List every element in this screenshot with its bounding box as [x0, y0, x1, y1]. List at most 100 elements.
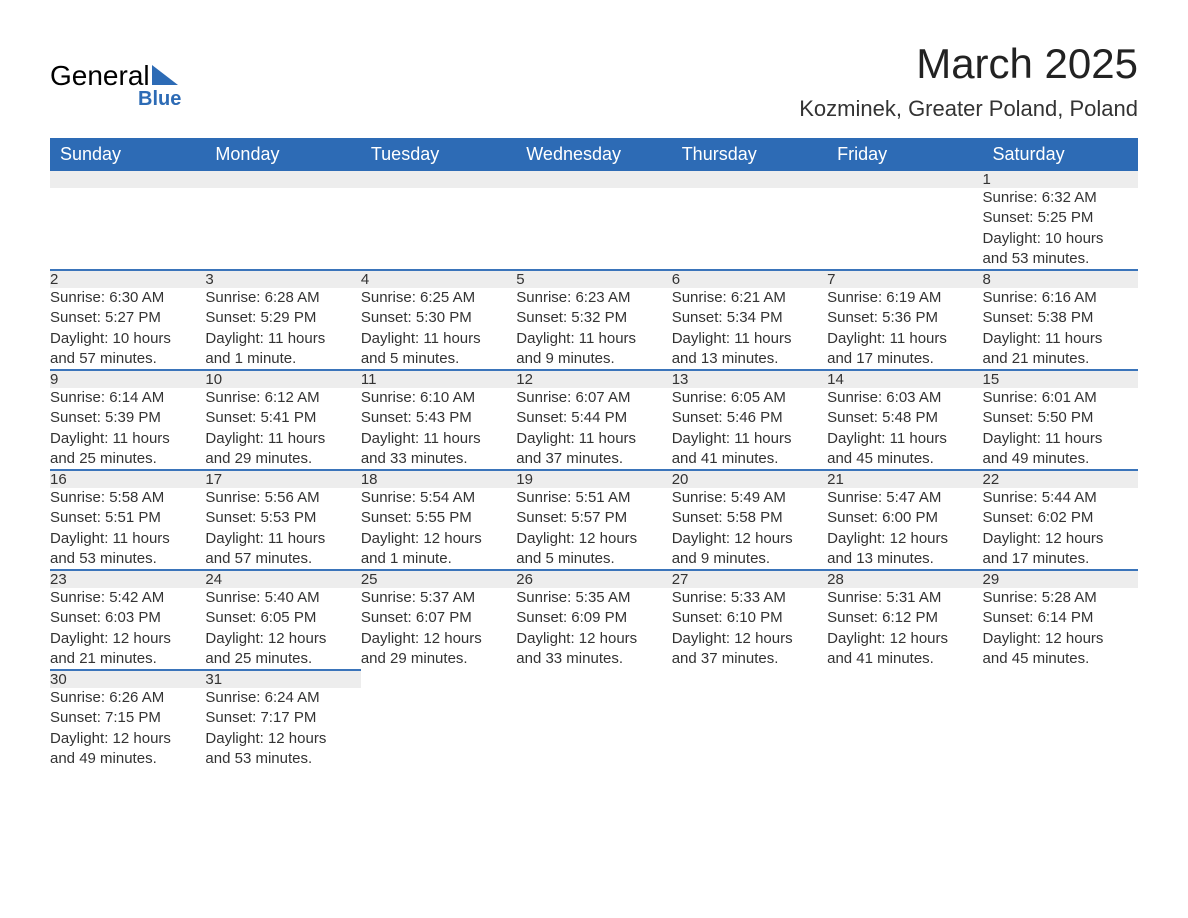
day-content-row: Sunrise: 6:14 AMSunset: 5:39 PMDaylight:…: [50, 388, 1138, 470]
sunrise-text: Sunrise: 6:23 AM: [516, 288, 671, 308]
sunset-text: Sunset: 6:07 PM: [361, 608, 516, 628]
sunset-text: Sunset: 5:29 PM: [205, 308, 360, 328]
daylight-text-2: and 49 minutes.: [983, 449, 1138, 469]
daylight-text-1: Daylight: 12 hours: [205, 629, 360, 649]
daylight-text-2: and 29 minutes.: [361, 649, 516, 669]
daylight-text-2: and 13 minutes.: [827, 549, 982, 569]
day-content-cell: Sunrise: 6:01 AMSunset: 5:50 PMDaylight:…: [983, 388, 1138, 470]
day-content-cell: Sunrise: 6:12 AMSunset: 5:41 PMDaylight:…: [205, 388, 360, 470]
day-num-row: 9101112131415: [50, 370, 1138, 388]
sunrise-text: Sunrise: 6:32 AM: [983, 188, 1138, 208]
day-number-cell: 18: [361, 470, 516, 488]
sunset-text: Sunset: 5:51 PM: [50, 508, 205, 528]
sunset-text: Sunset: 6:02 PM: [983, 508, 1138, 528]
day-content-cell: Sunrise: 6:16 AMSunset: 5:38 PMDaylight:…: [983, 288, 1138, 370]
day-content-cell: [983, 688, 1138, 769]
sunrise-text: Sunrise: 6:03 AM: [827, 388, 982, 408]
daylight-text-2: and 57 minutes.: [205, 549, 360, 569]
day-content-row: Sunrise: 5:58 AMSunset: 5:51 PMDaylight:…: [50, 488, 1138, 570]
day-content-cell: Sunrise: 6:07 AMSunset: 5:44 PMDaylight:…: [516, 388, 671, 470]
sunrise-text: Sunrise: 6:30 AM: [50, 288, 205, 308]
day-header-thursday: Thursday: [672, 138, 827, 171]
sunrise-text: Sunrise: 5:33 AM: [672, 588, 827, 608]
day-content-cell: Sunrise: 5:31 AMSunset: 6:12 PMDaylight:…: [827, 588, 982, 670]
day-number-cell: 22: [983, 470, 1138, 488]
title-block: March 2025 Kozminek, Greater Poland, Pol…: [799, 40, 1138, 128]
sunset-text: Sunset: 5:41 PM: [205, 408, 360, 428]
sunset-text: Sunset: 6:12 PM: [827, 608, 982, 628]
sunrise-text: Sunrise: 6:10 AM: [361, 388, 516, 408]
sunset-text: Sunset: 5:43 PM: [361, 408, 516, 428]
day-number-cell: 4: [361, 270, 516, 288]
day-content-cell: [205, 188, 360, 270]
day-content-cell: Sunrise: 6:19 AMSunset: 5:36 PMDaylight:…: [827, 288, 982, 370]
day-content-cell: [672, 688, 827, 769]
daylight-text-2: and 1 minute.: [361, 549, 516, 569]
day-content-row: Sunrise: 6:30 AMSunset: 5:27 PMDaylight:…: [50, 288, 1138, 370]
logo-blue-text: Blue: [138, 88, 181, 111]
daylight-text-1: Daylight: 12 hours: [50, 729, 205, 749]
day-number-cell: 17: [205, 470, 360, 488]
day-number-cell: 6: [672, 270, 827, 288]
sunrise-text: Sunrise: 5:56 AM: [205, 488, 360, 508]
sunrise-text: Sunrise: 5:31 AM: [827, 588, 982, 608]
sunset-text: Sunset: 6:00 PM: [827, 508, 982, 528]
daylight-text-1: Daylight: 11 hours: [361, 329, 516, 349]
daylight-text-1: Daylight: 12 hours: [516, 629, 671, 649]
day-header-monday: Monday: [205, 138, 360, 171]
day-content-cell: [516, 688, 671, 769]
day-content-cell: Sunrise: 5:44 AMSunset: 6:02 PMDaylight:…: [983, 488, 1138, 570]
daylight-text-2: and 21 minutes.: [983, 349, 1138, 369]
daylight-text-2: and 37 minutes.: [516, 449, 671, 469]
day-content-cell: Sunrise: 5:42 AMSunset: 6:03 PMDaylight:…: [50, 588, 205, 670]
day-number-cell: 27: [672, 570, 827, 588]
day-content-cell: Sunrise: 6:32 AMSunset: 5:25 PMDaylight:…: [983, 188, 1138, 270]
sunrise-text: Sunrise: 6:12 AM: [205, 388, 360, 408]
day-number-cell: 25: [361, 570, 516, 588]
daylight-text-2: and 57 minutes.: [50, 349, 205, 369]
day-number-cell: 7: [827, 270, 982, 288]
day-number-cell: 29: [983, 570, 1138, 588]
day-number-cell: 20: [672, 470, 827, 488]
day-number-cell: 8: [983, 270, 1138, 288]
day-num-row: 1: [50, 171, 1138, 188]
day-content-cell: Sunrise: 5:28 AMSunset: 6:14 PMDaylight:…: [983, 588, 1138, 670]
daylight-text-2: and 41 minutes.: [827, 649, 982, 669]
daylight-text-2: and 9 minutes.: [516, 349, 671, 369]
day-number-cell: 3: [205, 270, 360, 288]
daylight-text-1: Daylight: 11 hours: [361, 429, 516, 449]
sunrise-text: Sunrise: 5:35 AM: [516, 588, 671, 608]
daylight-text-2: and 5 minutes.: [361, 349, 516, 369]
daylight-text-1: Daylight: 10 hours: [50, 329, 205, 349]
day-number-cell: [827, 670, 982, 688]
sunrise-text: Sunrise: 5:54 AM: [361, 488, 516, 508]
day-content-cell: Sunrise: 5:49 AMSunset: 5:58 PMDaylight:…: [672, 488, 827, 570]
day-content-cell: Sunrise: 6:26 AMSunset: 7:15 PMDaylight:…: [50, 688, 205, 769]
sunrise-text: Sunrise: 5:47 AM: [827, 488, 982, 508]
day-content-cell: Sunrise: 6:30 AMSunset: 5:27 PMDaylight:…: [50, 288, 205, 370]
day-content-cell: Sunrise: 6:03 AMSunset: 5:48 PMDaylight:…: [827, 388, 982, 470]
day-number-cell: 19: [516, 470, 671, 488]
day-content-cell: Sunrise: 5:54 AMSunset: 5:55 PMDaylight:…: [361, 488, 516, 570]
sunrise-text: Sunrise: 6:07 AM: [516, 388, 671, 408]
daylight-text-2: and 5 minutes.: [516, 549, 671, 569]
sunset-text: Sunset: 5:58 PM: [672, 508, 827, 528]
day-number-cell: 31: [205, 670, 360, 688]
daylight-text-2: and 25 minutes.: [205, 649, 360, 669]
sunset-text: Sunset: 6:10 PM: [672, 608, 827, 628]
day-content-cell: Sunrise: 6:10 AMSunset: 5:43 PMDaylight:…: [361, 388, 516, 470]
daylight-text-2: and 1 minute.: [205, 349, 360, 369]
daylight-text-2: and 33 minutes.: [516, 649, 671, 669]
daylight-text-2: and 53 minutes.: [983, 249, 1138, 269]
sunrise-text: Sunrise: 5:40 AM: [205, 588, 360, 608]
day-number-cell: [983, 670, 1138, 688]
logo: General Blue: [50, 60, 181, 111]
day-content-cell: Sunrise: 6:23 AMSunset: 5:32 PMDaylight:…: [516, 288, 671, 370]
day-content-cell: Sunrise: 6:24 AMSunset: 7:17 PMDaylight:…: [205, 688, 360, 769]
sunset-text: Sunset: 7:15 PM: [50, 708, 205, 728]
day-number-cell: 23: [50, 570, 205, 588]
day-content-row: Sunrise: 5:42 AMSunset: 6:03 PMDaylight:…: [50, 588, 1138, 670]
day-number-cell: [516, 171, 671, 188]
daylight-text-1: Daylight: 11 hours: [205, 529, 360, 549]
day-num-row: 23242526272829: [50, 570, 1138, 588]
